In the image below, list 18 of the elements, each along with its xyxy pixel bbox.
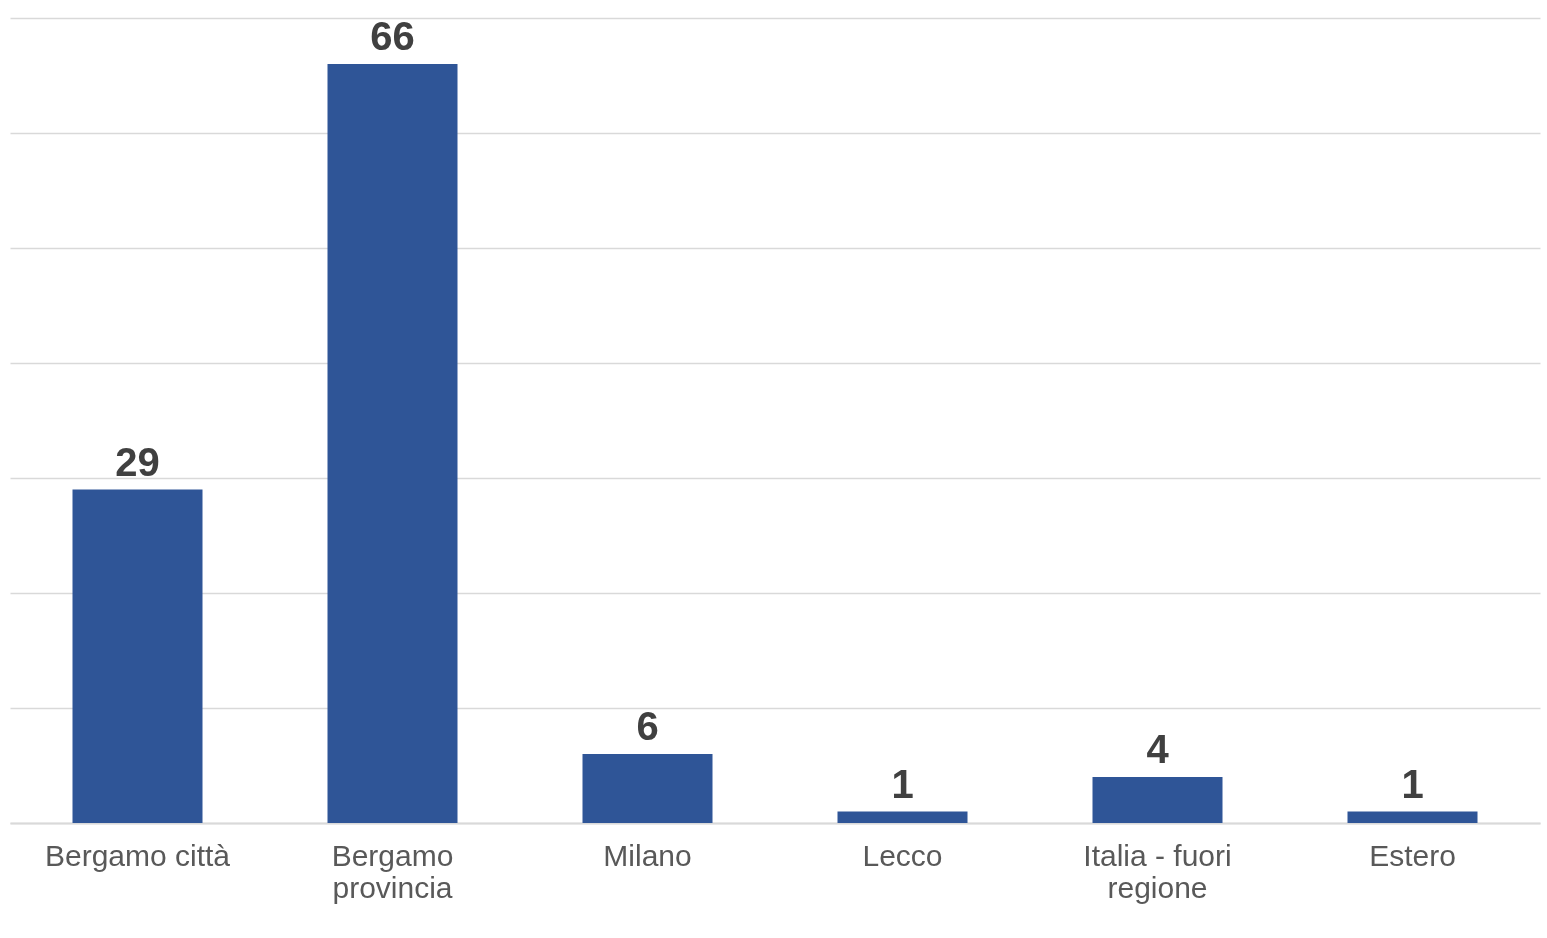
- x-tick-label: Lecco: [862, 838, 943, 872]
- data-label: 66: [370, 14, 415, 58]
- data-label: 29: [115, 439, 160, 484]
- bar: [1092, 777, 1223, 823]
- x-tick-label: Estero: [1369, 838, 1456, 872]
- x-tick-label: Italia - fuori regione: [1083, 838, 1232, 904]
- bar: [72, 489, 203, 823]
- bar: [837, 811, 968, 823]
- bar: [1347, 811, 1478, 823]
- x-tick-label: Bergamo città: [44, 838, 231, 872]
- bar: [582, 754, 713, 823]
- data-label: 1: [1401, 761, 1424, 806]
- x-tick-label: Bergamo provincia: [331, 838, 454, 904]
- data-label: 1: [891, 761, 914, 806]
- bar: [327, 64, 458, 823]
- data-label: 6: [636, 704, 659, 748]
- x-tick-label: Milano: [603, 838, 692, 872]
- data-label: 4: [1146, 727, 1170, 771]
